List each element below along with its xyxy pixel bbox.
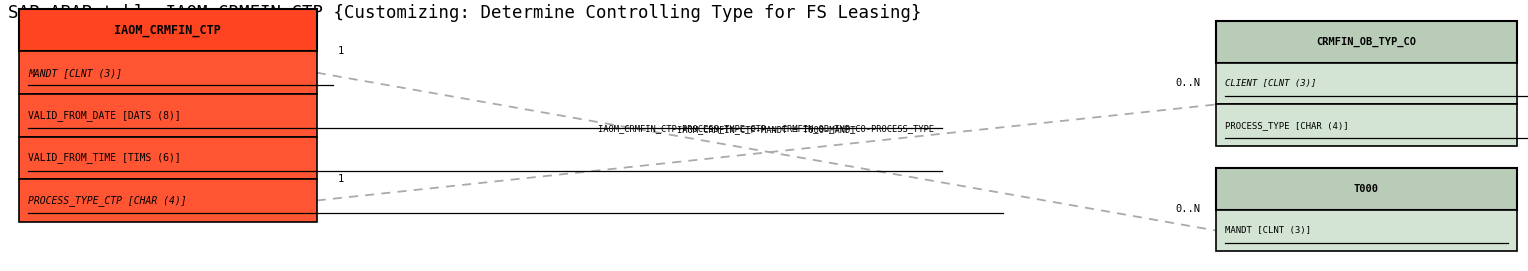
FancyBboxPatch shape <box>18 137 316 179</box>
Text: IAOM_CRMFIN_CTP: IAOM_CRMFIN_CTP <box>115 24 222 37</box>
FancyBboxPatch shape <box>1216 105 1517 146</box>
FancyBboxPatch shape <box>18 9 316 51</box>
Text: MANDT [CLNT (3)]: MANDT [CLNT (3)] <box>28 68 122 78</box>
Text: IAOM_CRMFIN_CTP-PROCESS_TYPE_CTP = CRMFIN_OB_TYP_CO-PROCESS_TYPE: IAOM_CRMFIN_CTP-PROCESS_TYPE_CTP = CRMFI… <box>599 124 934 133</box>
Text: IAOM_CRMFIN_CTP-MANDT = T000-MANDT: IAOM_CRMFIN_CTP-MANDT = T000-MANDT <box>677 125 856 134</box>
Text: MANDT [CLNT (3)]: MANDT [CLNT (3)] <box>1225 226 1311 235</box>
FancyBboxPatch shape <box>1216 63 1517 105</box>
Text: PROCESS_TYPE_CTP [CHAR (4)]: PROCESS_TYPE_CTP [CHAR (4)] <box>28 195 186 206</box>
FancyBboxPatch shape <box>1216 21 1517 63</box>
Text: 1: 1 <box>338 174 344 184</box>
FancyBboxPatch shape <box>1216 210 1517 251</box>
Text: SAP ABAP table IAOM_CRMFIN_CTP {Customizing: Determine Controlling Type for FS L: SAP ABAP table IAOM_CRMFIN_CTP {Customiz… <box>8 4 921 22</box>
Text: 0..N: 0..N <box>1175 204 1201 214</box>
FancyBboxPatch shape <box>1216 168 1517 210</box>
Text: CLIENT [CLNT (3)]: CLIENT [CLNT (3)] <box>1225 79 1317 88</box>
Text: T000: T000 <box>1354 184 1378 194</box>
Text: PROCESS_TYPE [CHAR (4)]: PROCESS_TYPE [CHAR (4)] <box>1225 121 1349 130</box>
Text: VALID_FROM_DATE [DATS (8)]: VALID_FROM_DATE [DATS (8)] <box>28 110 180 121</box>
Text: VALID_FROM_TIME [TIMS (6)]: VALID_FROM_TIME [TIMS (6)] <box>28 152 180 163</box>
FancyBboxPatch shape <box>18 179 316 222</box>
FancyBboxPatch shape <box>18 51 316 94</box>
Text: CRMFIN_OB_TYP_CO: CRMFIN_OB_TYP_CO <box>1316 37 1416 47</box>
FancyBboxPatch shape <box>18 94 316 137</box>
Text: 0..N: 0..N <box>1175 78 1201 88</box>
Text: 1: 1 <box>338 46 344 56</box>
